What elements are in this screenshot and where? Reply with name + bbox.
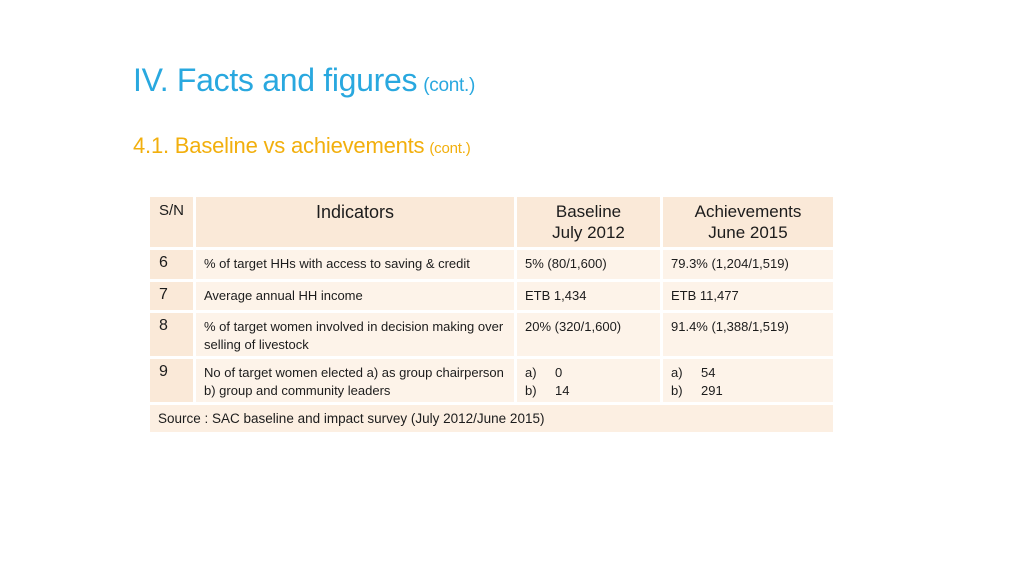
item-marker: b) <box>525 382 537 398</box>
item-value: 54 <box>701 365 716 381</box>
slide-subtitle: 4.1. Baseline vs achievements (cont.) <box>133 133 471 159</box>
baseline-item-a: a) 0 <box>525 364 652 382</box>
row-indicator: Average annual HH income <box>196 282 514 310</box>
slide-subtitle-cont: (cont.) <box>429 140 471 157</box>
item-value: 291 <box>701 382 723 398</box>
item-value: 14 <box>555 382 570 398</box>
row-baseline: 20% (320/1,600) <box>517 313 660 357</box>
row-sn: 9 <box>150 359 193 403</box>
row-baseline: a) 0 b) 14 <box>517 359 660 403</box>
header-cell-achievements: Achievements June 2015 <box>663 197 833 247</box>
table-row: 8 % of target women involved in decision… <box>150 313 833 357</box>
table-row: 6 % of target HHs with access to saving … <box>150 250 833 279</box>
row-baseline: 5% (80/1,600) <box>517 250 660 279</box>
header-cell-sn: S/N <box>150 197 193 247</box>
row-sn: 8 <box>150 313 193 357</box>
item-marker: a) <box>671 365 683 381</box>
row-indicator: No of target women elected a) as group c… <box>196 359 514 403</box>
baseline-achievements-table: S/N Indicators Baseline July 2012 Achiev… <box>147 194 836 435</box>
achievement-item-a: a) 54 <box>671 364 825 382</box>
header-cell-baseline: Baseline July 2012 <box>517 197 660 247</box>
row-baseline: ETB 1,434 <box>517 282 660 310</box>
row-achievement: 91.4% (1,388/1,519) <box>663 313 833 357</box>
slide-title-cont: (cont.) <box>423 75 475 96</box>
row-achievement: a) 54 b) 291 <box>663 359 833 403</box>
slide-title: IV. Facts and figures (cont.) <box>133 62 475 99</box>
row-achievement: ETB 11,477 <box>663 282 833 310</box>
table-header-row: S/N Indicators Baseline July 2012 Achiev… <box>150 197 833 247</box>
row-sn: 6 <box>150 250 193 279</box>
item-marker: a) <box>525 365 537 381</box>
baseline-item-b: b) 14 <box>525 382 652 400</box>
header-achievements-line1: Achievements <box>694 202 802 221</box>
slide-subtitle-text: 4.1. Baseline vs achievements <box>133 133 425 158</box>
slide-title-text: IV. Facts and figures <box>133 62 418 98</box>
item-value: 0 <box>555 365 563 381</box>
achievement-item-b: b) 291 <box>671 382 825 400</box>
item-marker: b) <box>671 382 683 398</box>
header-baseline-line1: Baseline <box>555 202 622 221</box>
source-note: Source : SAC baseline and impact survey … <box>150 405 833 433</box>
table-row: 9 No of target women elected a) as group… <box>150 359 833 403</box>
row-sn: 7 <box>150 282 193 310</box>
row-indicator: % of target HHs with access to saving & … <box>196 250 514 279</box>
header-achievements-line2: June 2015 <box>708 222 788 242</box>
header-cell-indicators: Indicators <box>196 197 514 247</box>
table-source-row: Source : SAC baseline and impact survey … <box>150 405 833 433</box>
row-indicator: % of target women involved in decision m… <box>196 313 514 357</box>
header-baseline-line2: July 2012 <box>552 222 625 242</box>
row-achievement: 79.3% (1,204/1,519) <box>663 250 833 279</box>
table-row: 7 Average annual HH income ETB 1,434 ETB… <box>150 282 833 310</box>
